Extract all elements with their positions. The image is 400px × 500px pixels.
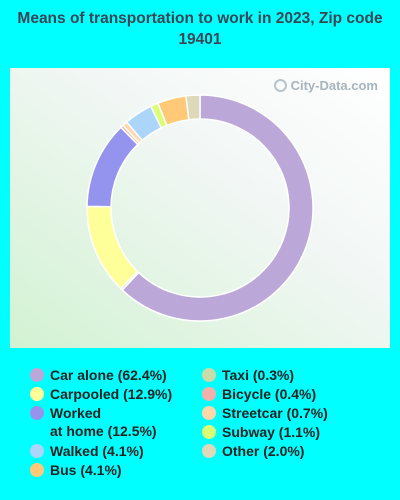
legend-label: Bus (4.1%) bbox=[50, 462, 122, 478]
legend-label: Other (2.0%) bbox=[222, 443, 305, 459]
legend-swatch bbox=[30, 406, 44, 420]
legend-label: Car alone (62.4%) bbox=[50, 367, 167, 383]
legend-item-car-alone: Car alone (62.4%) bbox=[30, 366, 167, 384]
donut-slice-worked-at-home bbox=[86, 126, 139, 208]
legend-item-streetcar: Streetcar (0.7%) bbox=[202, 404, 328, 422]
donut-slice-carpooled bbox=[86, 205, 139, 290]
legend-swatch bbox=[30, 444, 44, 458]
donut-slice-car-alone bbox=[121, 94, 314, 322]
legend-swatch bbox=[202, 387, 216, 401]
city-data-logo-icon bbox=[273, 79, 287, 92]
legend-swatch bbox=[202, 406, 216, 420]
watermark-text: City-Data.com bbox=[290, 78, 378, 93]
legend-item-bus: Bus (4.1%) bbox=[30, 461, 122, 479]
legend-item-carpooled: Carpooled (12.9%) bbox=[30, 385, 172, 403]
legend-item-bicycle: Bicycle (0.4%) bbox=[202, 385, 316, 403]
legend-label: Bicycle (0.4%) bbox=[222, 386, 317, 402]
donut-chart bbox=[86, 94, 314, 322]
legend-item-worked-at-home: Worked at home (12.5%) bbox=[30, 404, 157, 440]
watermark: City-Data.com bbox=[273, 78, 378, 93]
legend-item-taxi: Taxi (0.3%) bbox=[202, 366, 294, 384]
legend-item-walked: Walked (4.1%) bbox=[30, 442, 144, 460]
chart-title: Means of transportation to work in 2023,… bbox=[17, 10, 383, 48]
legend-item-subway: Subway (1.1%) bbox=[202, 423, 320, 441]
legend-label: Subway (1.1%) bbox=[222, 424, 321, 440]
legend-swatch bbox=[30, 368, 44, 382]
legend-label: Taxi (0.3%) bbox=[222, 367, 295, 383]
donut-slice-other bbox=[185, 94, 201, 121]
legend-label: Walked (4.1%) bbox=[50, 443, 144, 459]
legend-label: Streetcar (0.7%) bbox=[222, 405, 328, 421]
legend-item-other: Other (2.0%) bbox=[202, 442, 304, 460]
legend-swatch bbox=[30, 463, 44, 477]
legend-swatch bbox=[30, 387, 44, 401]
legend-label: Worked at home (12.5%) bbox=[50, 405, 157, 439]
legend-swatch bbox=[202, 444, 216, 458]
legend-swatch bbox=[202, 425, 216, 439]
legend-swatch bbox=[202, 368, 216, 382]
legend-label: Carpooled (12.9%) bbox=[50, 386, 173, 402]
chart-area: City-Data.com bbox=[10, 68, 390, 348]
